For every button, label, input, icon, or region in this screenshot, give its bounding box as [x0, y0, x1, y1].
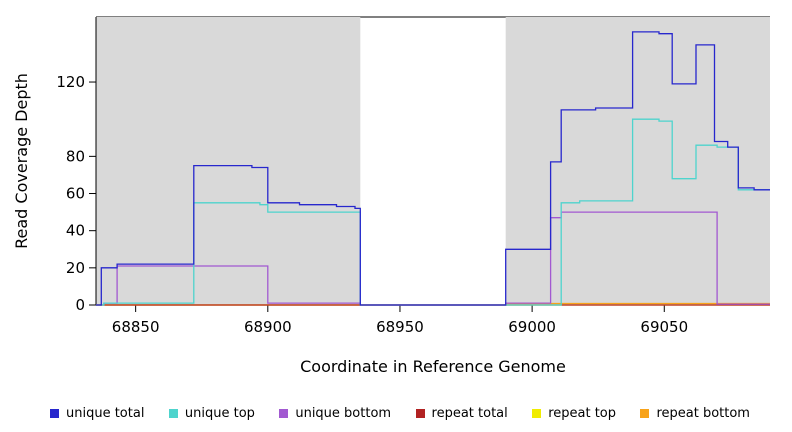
chart-legend: unique total unique top unique bottom repea…	[0, 400, 792, 426]
x-tick-label: 69000	[508, 318, 556, 336]
legend-swatch	[168, 408, 178, 418]
legend-label: repeat bottom	[656, 405, 750, 421]
y-axis-title: Read Coverage Depth	[12, 73, 31, 249]
shaded-region	[96, 17, 361, 305]
legend-swatch	[279, 408, 289, 418]
legend-item: unique bottom	[279, 406, 391, 421]
y-tick-label: 20	[66, 259, 85, 277]
series-unique-total	[96, 31, 770, 306]
coverage-chart: 68850 68900 68950 69000 69050 0 20 40 60 80 120 Coo…	[12, 16, 770, 376]
x-tick-label: 68950	[376, 318, 424, 336]
x-tick-label: 68850	[112, 318, 160, 336]
legend-label: unique total	[66, 405, 145, 421]
legend-item: repeat top	[532, 406, 616, 421]
series-unique-top	[96, 118, 770, 306]
legend-label: unique top	[184, 405, 255, 421]
y-tick-label: 60	[66, 185, 85, 203]
y-tick-label: 80	[66, 147, 85, 165]
legend-label: repeat top	[548, 405, 616, 421]
shaded-region	[505, 17, 770, 305]
y-tick-label: 0	[75, 296, 85, 314]
legend-item: unique top	[168, 405, 255, 421]
legend-swatch	[532, 408, 542, 418]
legend-swatch	[415, 408, 425, 418]
y-tick-label: 40	[66, 222, 85, 240]
x-tick-label: 69050	[640, 318, 688, 336]
x-axis-title: Coordinate in Reference Genome	[300, 357, 566, 376]
legend-swatch	[640, 408, 650, 418]
legend-item: repeat total	[415, 405, 508, 421]
legend-item: repeat bottom	[640, 406, 750, 421]
x-tick-label: 68900	[244, 318, 292, 336]
legend-label: repeat total	[431, 405, 508, 421]
legend-item: unique total	[50, 406, 144, 421]
y-tick-label: 120	[56, 73, 85, 91]
legend-label: unique bottom	[295, 405, 392, 421]
legend-swatch	[50, 408, 59, 418]
